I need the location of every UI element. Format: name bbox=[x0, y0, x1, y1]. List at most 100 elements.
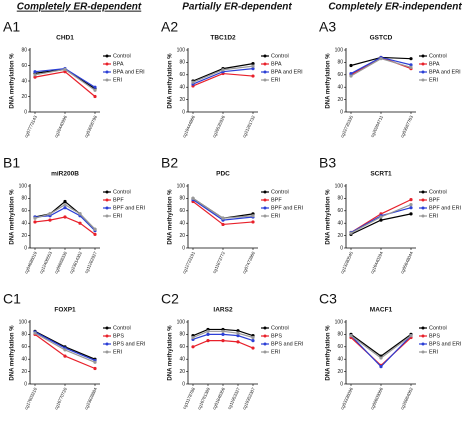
y-tick-label: 0 bbox=[24, 109, 27, 115]
data-point bbox=[409, 65, 413, 69]
y-tick-label: 20 bbox=[179, 97, 185, 103]
y-tick-label: 40 bbox=[337, 357, 343, 363]
y-tick-label: 20 bbox=[337, 233, 343, 239]
data-point bbox=[251, 74, 255, 78]
y-tick-label: 40 bbox=[179, 221, 185, 227]
panel-label: C1 bbox=[3, 291, 21, 307]
legend-marker bbox=[105, 54, 109, 58]
data-point bbox=[221, 222, 225, 227]
y-tick-label: 40 bbox=[21, 357, 27, 363]
legend-marker bbox=[105, 70, 109, 74]
y-tick-label: 60 bbox=[337, 344, 343, 350]
data-point bbox=[409, 203, 413, 207]
data-point bbox=[93, 88, 97, 92]
y-tick-label: 100 bbox=[335, 319, 344, 325]
legend-marker bbox=[263, 62, 267, 66]
legend-label: ERI bbox=[113, 213, 123, 219]
data-point bbox=[63, 67, 67, 71]
y-tick-label: 20 bbox=[21, 233, 27, 239]
data-point bbox=[63, 70, 67, 74]
y-tick-label: 60 bbox=[21, 63, 27, 69]
column-header: Completely ER-independent bbox=[328, 2, 462, 13]
data-point bbox=[93, 94, 97, 99]
data-point bbox=[93, 85, 97, 89]
legend-label: BPA and ERI bbox=[271, 69, 303, 75]
data-point bbox=[48, 218, 52, 222]
y-tick-label: 20 bbox=[21, 94, 27, 100]
data-point bbox=[33, 73, 37, 77]
column-header: Completely ER-dependent bbox=[17, 2, 142, 13]
legend-label: ERI bbox=[429, 349, 439, 355]
data-point bbox=[33, 216, 37, 220]
legend-label: BPF bbox=[271, 197, 282, 203]
y-tick-label: 60 bbox=[179, 208, 185, 214]
legend-marker bbox=[105, 334, 109, 338]
legend-label: BPS and ERI bbox=[271, 341, 304, 347]
panel-label: C2 bbox=[161, 291, 179, 307]
data-point bbox=[221, 68, 225, 72]
data-point bbox=[78, 221, 82, 225]
legend-marker bbox=[263, 334, 267, 338]
y-tick-label: 20 bbox=[337, 369, 343, 375]
y-tick-label: 60 bbox=[337, 208, 343, 214]
series-line bbox=[350, 58, 412, 77]
x-tick-label: cg16770720 bbox=[53, 386, 68, 410]
x-tick-label: cg20264711 bbox=[370, 114, 385, 138]
data-point bbox=[251, 346, 255, 350]
data-point bbox=[409, 334, 413, 338]
y-tick-label: 100 bbox=[177, 319, 186, 325]
y-tick-label: 0 bbox=[182, 381, 185, 387]
chart-title: IARS2 bbox=[213, 307, 233, 314]
data-point bbox=[63, 203, 67, 207]
panel-label: A1 bbox=[3, 19, 20, 35]
data-point bbox=[251, 339, 255, 343]
legend-label: ERI bbox=[271, 349, 281, 355]
data-point bbox=[349, 334, 353, 338]
legend-label: ERI bbox=[113, 349, 123, 355]
legend-label: BPA bbox=[271, 61, 282, 67]
data-point bbox=[409, 212, 413, 216]
data-point bbox=[93, 227, 97, 231]
panel-label: C3 bbox=[319, 291, 337, 307]
legend-marker bbox=[263, 78, 267, 82]
data-point bbox=[63, 215, 67, 219]
x-tick-label: cg16761389 bbox=[196, 386, 211, 410]
legend-marker bbox=[105, 62, 109, 66]
y-tick-label: 20 bbox=[21, 369, 27, 375]
chart-title: GSTCD bbox=[370, 35, 393, 42]
data-point bbox=[206, 329, 210, 333]
y-axis-label: DNA methylation % bbox=[326, 53, 332, 109]
legend-label: BPA bbox=[113, 61, 124, 67]
data-point bbox=[93, 232, 97, 236]
y-tick-label: 60 bbox=[179, 344, 185, 350]
x-tick-label: cg16440294 bbox=[369, 250, 384, 274]
legend-label: BPF bbox=[429, 197, 440, 203]
legend-label: Control bbox=[429, 189, 447, 195]
data-point bbox=[349, 231, 353, 235]
y-tick-label: 20 bbox=[179, 233, 185, 239]
data-point bbox=[191, 345, 195, 349]
data-point bbox=[349, 74, 353, 78]
panel-label: A3 bbox=[319, 19, 336, 35]
x-tick-label: cg06668330 bbox=[53, 250, 68, 274]
panel-label: A2 bbox=[161, 19, 178, 35]
x-tick-label: cg12723191 bbox=[181, 250, 196, 274]
legend-marker bbox=[263, 326, 267, 330]
y-tick-label: 40 bbox=[21, 221, 27, 227]
y-tick-label: 100 bbox=[177, 183, 186, 189]
x-tick-label: cg11178788 bbox=[182, 386, 197, 410]
x-tick-label: cg19444866 bbox=[181, 114, 196, 138]
legend-label: BPA and ERI bbox=[113, 69, 145, 75]
column-header: Partially ER-dependent bbox=[182, 2, 292, 13]
data-point bbox=[221, 329, 225, 333]
y-tick-label: 60 bbox=[179, 72, 185, 78]
data-point bbox=[251, 62, 255, 66]
data-point bbox=[63, 199, 67, 204]
legend-marker bbox=[263, 70, 267, 74]
legend-marker bbox=[263, 190, 267, 194]
data-point bbox=[379, 356, 383, 360]
legend-label: Control bbox=[113, 53, 131, 59]
panel-label: B2 bbox=[161, 155, 178, 171]
chart-title: PDC bbox=[216, 171, 230, 178]
x-tick-label: cg20864062 bbox=[399, 386, 414, 410]
